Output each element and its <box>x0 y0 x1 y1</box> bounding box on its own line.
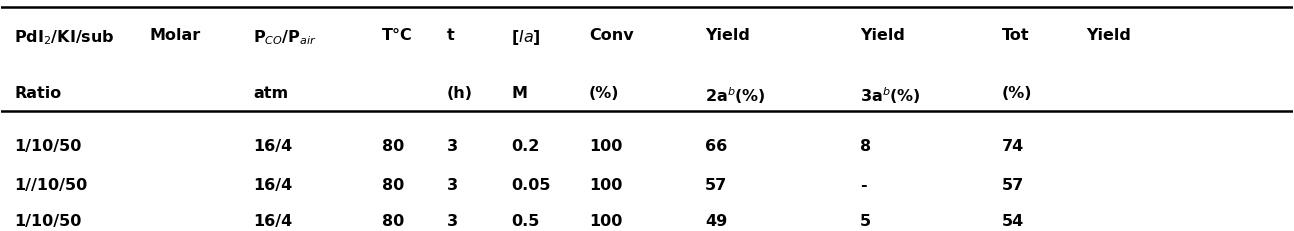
Text: P$_{CO}$/P$_{air}$: P$_{CO}$/P$_{air}$ <box>254 28 317 46</box>
Text: PdI$_2$/KI/sub: PdI$_2$/KI/sub <box>14 28 115 46</box>
Text: Ratio: Ratio <box>14 85 62 100</box>
Text: Yield: Yield <box>861 28 905 43</box>
Text: 1/10/50: 1/10/50 <box>14 213 82 228</box>
Text: 1/10/50: 1/10/50 <box>14 138 82 153</box>
Text: 80: 80 <box>382 213 405 228</box>
Text: 3a$^b$(%): 3a$^b$(%) <box>861 85 921 106</box>
Text: 100: 100 <box>589 213 622 228</box>
Text: 8: 8 <box>861 138 871 153</box>
Text: 80: 80 <box>382 138 405 153</box>
Text: [$\it{Ia}$]: [$\it{Ia}$] <box>511 28 541 47</box>
Text: Yield: Yield <box>1086 28 1131 43</box>
Text: 16/4: 16/4 <box>254 213 292 228</box>
Text: 0.05: 0.05 <box>511 178 551 193</box>
Text: -: - <box>861 178 867 193</box>
Text: 54: 54 <box>1002 213 1025 228</box>
Text: 49: 49 <box>705 213 727 228</box>
Text: 3: 3 <box>446 213 458 228</box>
Text: 3: 3 <box>446 178 458 193</box>
Text: 3: 3 <box>446 138 458 153</box>
Text: 80: 80 <box>382 178 405 193</box>
Text: 16/4: 16/4 <box>254 138 292 153</box>
Text: (%): (%) <box>1002 85 1033 100</box>
Text: 0.2: 0.2 <box>511 138 540 153</box>
Text: 57: 57 <box>705 178 727 193</box>
Text: 5: 5 <box>861 213 871 228</box>
Text: 0.5: 0.5 <box>511 213 540 228</box>
Text: Conv: Conv <box>589 28 634 43</box>
Text: 16/4: 16/4 <box>254 178 292 193</box>
Text: 100: 100 <box>589 138 622 153</box>
Text: 100: 100 <box>589 178 622 193</box>
Text: 66: 66 <box>705 138 727 153</box>
Text: 74: 74 <box>1002 138 1025 153</box>
Text: T°C: T°C <box>382 28 413 43</box>
Text: 2a$^b$(%): 2a$^b$(%) <box>705 85 766 106</box>
Text: M: M <box>511 85 528 100</box>
Text: Molar: Molar <box>150 28 201 43</box>
Text: 57: 57 <box>1002 178 1025 193</box>
Text: t: t <box>446 28 454 43</box>
Text: Yield: Yield <box>705 28 751 43</box>
Text: (h): (h) <box>446 85 472 100</box>
Text: (%): (%) <box>589 85 620 100</box>
Text: atm: atm <box>254 85 289 100</box>
Text: Tot: Tot <box>1002 28 1030 43</box>
Text: 1//10/50: 1//10/50 <box>14 178 88 193</box>
